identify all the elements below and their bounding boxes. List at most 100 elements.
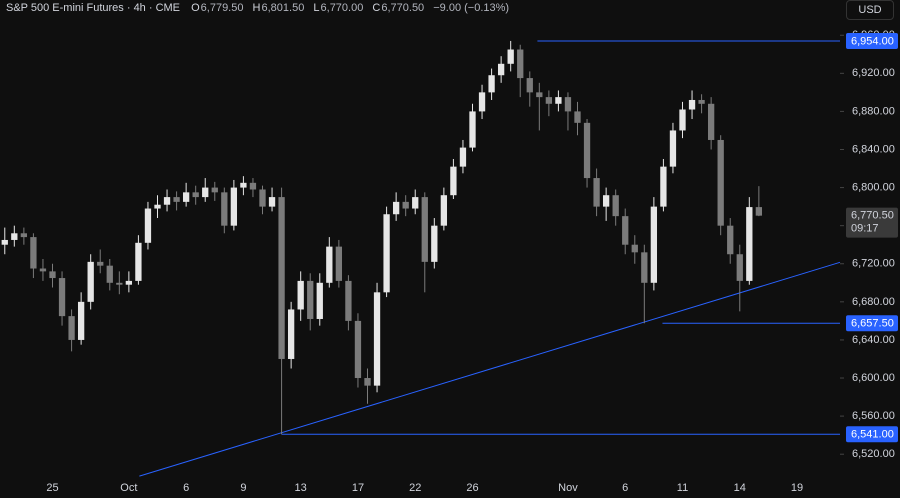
trendline <box>139 261 841 477</box>
candle-body <box>116 282 123 285</box>
candle-body <box>211 187 218 193</box>
candle-body <box>497 63 505 76</box>
x-tick-label: Nov <box>558 482 578 494</box>
candle-body <box>574 111 581 123</box>
y-tick-label: 6,880.00 <box>852 105 895 117</box>
candle-body <box>335 246 343 281</box>
low-value: 6,770.00 <box>320 2 364 14</box>
candle-body <box>240 182 247 188</box>
candle-body <box>383 214 390 293</box>
candle-body <box>727 225 734 255</box>
candle-body <box>202 187 209 198</box>
open-value: 6,779.50 <box>200 2 244 14</box>
high-label: H <box>252 2 261 14</box>
candle-body <box>593 178 600 207</box>
candle-body <box>297 280 304 310</box>
y-tick-label: 6,600.00 <box>852 372 895 384</box>
low-label: L <box>313 2 320 14</box>
candle-body <box>97 261 104 266</box>
candle-body <box>173 197 180 202</box>
level-badge <box>846 315 898 332</box>
candle-body <box>221 192 228 226</box>
x-tick-label: Oct <box>120 482 137 494</box>
candle-body <box>650 206 658 283</box>
last-price-badge <box>846 207 898 238</box>
candle-body <box>20 233 28 238</box>
candle-body <box>660 166 667 207</box>
candle-body <box>87 261 94 302</box>
x-tick-label: 26 <box>466 482 478 494</box>
candle-body <box>736 254 743 281</box>
legend-header: S&P 500 E-mini Futures · 4h · CME O6,779… <box>6 2 515 14</box>
candle-body <box>555 97 562 104</box>
y-tick-label: 6,640.00 <box>852 334 895 346</box>
candle-body <box>144 208 152 243</box>
candle-body <box>412 197 419 209</box>
candle-body <box>545 97 553 104</box>
currency-button[interactable]: USD <box>846 0 894 20</box>
close-value: 6,770.50 <box>381 2 425 14</box>
y-tick-label: 6,560.00 <box>852 410 895 422</box>
candle-body <box>641 252 648 283</box>
candle-body <box>717 139 724 226</box>
candle-body <box>135 242 142 281</box>
candle-body <box>106 265 113 283</box>
candle-body <box>30 237 37 269</box>
level-badge-label: 6,954.00 <box>851 35 894 47</box>
candle-body <box>345 280 352 321</box>
x-tick-label: 6 <box>622 482 628 494</box>
y-tick-label: 6,720.00 <box>852 258 895 270</box>
candle-body <box>488 75 495 93</box>
candle-body <box>583 122 591 179</box>
candle-body <box>612 195 619 217</box>
candle-body <box>698 99 705 104</box>
candle-body <box>373 292 381 386</box>
candle-body <box>478 92 486 112</box>
candle-body <box>459 147 467 167</box>
candle-body <box>679 109 686 131</box>
candle-body <box>688 99 696 110</box>
candle-body <box>431 225 438 262</box>
change-value: −9.00 (−0.13%) <box>433 2 510 14</box>
candle-body <box>192 192 199 198</box>
candle-body <box>526 78 533 93</box>
candle-body <box>622 216 629 245</box>
candle-body <box>249 182 257 190</box>
candle-body <box>11 233 18 240</box>
candle-body <box>326 246 333 283</box>
candle-body <box>230 187 238 226</box>
level-badge <box>846 426 898 443</box>
candle-body <box>507 49 514 64</box>
candle-body <box>536 92 543 98</box>
candle-body <box>182 192 190 202</box>
x-tick-label: 22 <box>409 482 421 494</box>
candle-body <box>707 103 715 140</box>
candle-body <box>602 195 610 207</box>
candle-body <box>469 111 476 148</box>
x-tick-label: 14 <box>734 482 746 494</box>
candle-body <box>1 239 8 245</box>
candle-body <box>392 201 400 215</box>
candle-body <box>421 197 428 262</box>
x-tick-label: 25 <box>46 482 58 494</box>
candle-body <box>58 278 66 317</box>
close-label: C <box>372 2 381 14</box>
x-tick-label: 17 <box>352 482 364 494</box>
candle-body <box>755 207 763 216</box>
candle-body <box>163 197 171 205</box>
level-badge-label: 6,657.50 <box>851 318 894 330</box>
candle-body <box>450 166 457 196</box>
candle-body <box>268 197 276 207</box>
candle-body <box>316 282 323 319</box>
x-tick-label: 19 <box>791 482 803 494</box>
candle-body <box>259 189 266 207</box>
level-badge-label: 6,541.00 <box>851 429 894 441</box>
candle-body <box>354 320 362 379</box>
symbol: S&P 500 E-mini Futures · 4h · CME <box>6 2 181 14</box>
candle-body <box>125 280 133 285</box>
candle-body <box>402 201 409 209</box>
candle-body <box>564 97 572 112</box>
x-tick-label: 6 <box>183 482 189 494</box>
candle-body <box>287 309 295 359</box>
